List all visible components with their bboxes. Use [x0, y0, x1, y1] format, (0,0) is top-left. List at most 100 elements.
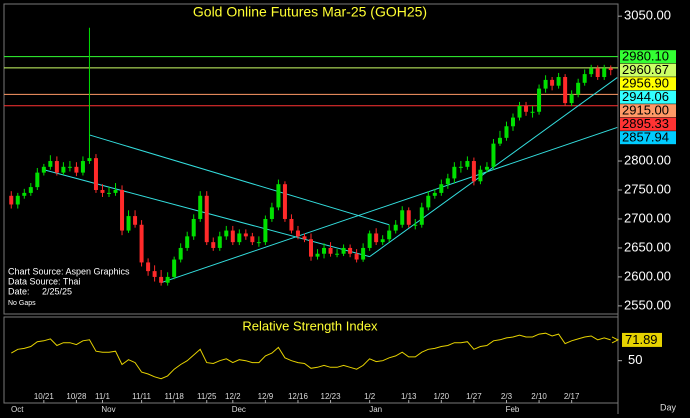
y-tick-label: 3050.00 [624, 8, 671, 23]
candle-body [217, 236, 222, 248]
rsi-line [11, 332, 611, 380]
x-tick-label: 12/2 [225, 392, 241, 401]
candle-body [387, 230, 392, 240]
x-tick-label: 10/21 [34, 392, 55, 401]
price-level-box [620, 90, 676, 104]
last-value-arrow [611, 336, 620, 344]
y-tick-label: 2700.00 [624, 210, 671, 225]
candle-body [328, 247, 333, 254]
candle-body [126, 216, 131, 231]
candle-body [289, 218, 294, 231]
candle-body [159, 276, 164, 283]
x-tick-label: 11/11 [132, 392, 151, 401]
rsi-title: Relative Strength Index [242, 318, 378, 333]
candle-body [263, 218, 268, 243]
rsi-value-label: 71.89 [625, 332, 658, 347]
candle-body [556, 77, 561, 86]
candle-body [452, 166, 457, 179]
x-tick-label: 10/28 [66, 392, 87, 401]
candle-body [243, 233, 248, 237]
x-tick-label: 2/17 [564, 392, 580, 401]
y-tick-label: 2650.00 [624, 239, 671, 254]
candle-body [537, 88, 542, 112]
month-label: Dec [232, 405, 246, 414]
month-label: Feb [506, 405, 520, 414]
candle-body [576, 82, 581, 95]
candle-body [550, 79, 555, 86]
candle-body [426, 195, 431, 208]
candle-body [15, 195, 20, 205]
candle-body [608, 68, 613, 71]
candle-body [589, 68, 594, 75]
price-level-box [620, 77, 676, 91]
candle-body [74, 166, 79, 173]
candle-body [172, 259, 177, 277]
candle-body [269, 207, 274, 219]
candle-body [237, 233, 242, 243]
candle-body [439, 184, 444, 193]
candle-body [198, 195, 203, 219]
candle-body [224, 230, 229, 237]
y-tick-label: 2750.00 [624, 181, 671, 196]
x-tick-label: 11/1 [95, 392, 111, 401]
candle-body [478, 169, 483, 182]
rsi-value-box [622, 332, 662, 347]
candle-body [178, 247, 183, 260]
candle-body [107, 192, 111, 194]
candle-body [413, 224, 418, 226]
candle-body [41, 166, 46, 173]
candle-body [309, 239, 313, 257]
chart-title: Gold Online Futures Mar-25 (GOH25) [193, 4, 427, 20]
candle-body [361, 247, 366, 260]
candle-body [54, 161, 59, 173]
candle-body [602, 68, 607, 78]
x-tick-label: 1/20 [434, 392, 450, 401]
x-tick-label: 2/10 [531, 392, 547, 401]
month-label: Jan [369, 405, 382, 414]
candle-body [204, 195, 209, 243]
candle-body [400, 210, 405, 225]
candle-body [48, 161, 53, 167]
price-level-label: 2980.10 [622, 49, 669, 64]
candle-body [100, 190, 105, 193]
candle-body [315, 253, 320, 257]
candle-body [185, 236, 190, 248]
candle-body [465, 161, 470, 167]
candle-body [569, 94, 574, 104]
x-axis-label: Day [660, 402, 677, 412]
candle-body [322, 247, 327, 254]
month-label: Nov [101, 405, 115, 414]
candle-body [282, 184, 287, 219]
y-tick-label: 50 [628, 352, 642, 367]
price-level-label: 2915.00 [622, 103, 669, 118]
price-level-label: 2857.94 [622, 130, 669, 145]
candle-body [341, 247, 346, 254]
chart-note: Date: 2/25/25 [8, 286, 72, 296]
candle-body [380, 239, 385, 243]
x-tick-label: 1/2 [364, 392, 376, 401]
trendline [89, 134, 390, 226]
candle-body [348, 247, 353, 254]
candle-body [146, 262, 151, 272]
y-tick-label: 2550.00 [624, 297, 671, 312]
candle-body [393, 224, 398, 231]
candle-body [191, 218, 196, 237]
x-tick-label: 12/16 [288, 392, 309, 401]
candle-body [35, 172, 40, 188]
candle-body [256, 242, 261, 244]
candle-body [432, 192, 437, 196]
candle-body [139, 224, 144, 263]
candle-body [445, 178, 450, 185]
x-tick-label: 12/23 [321, 392, 342, 401]
x-tick-label: 1/27 [466, 392, 482, 401]
candle-body [582, 74, 587, 83]
candle-body [374, 233, 379, 243]
candle-body [354, 253, 359, 260]
x-tick-label: 11/18 [164, 392, 184, 401]
candle-body [120, 190, 125, 231]
candle-body [67, 166, 72, 168]
candle-body [133, 216, 138, 225]
x-tick-label: 1/13 [401, 392, 417, 401]
